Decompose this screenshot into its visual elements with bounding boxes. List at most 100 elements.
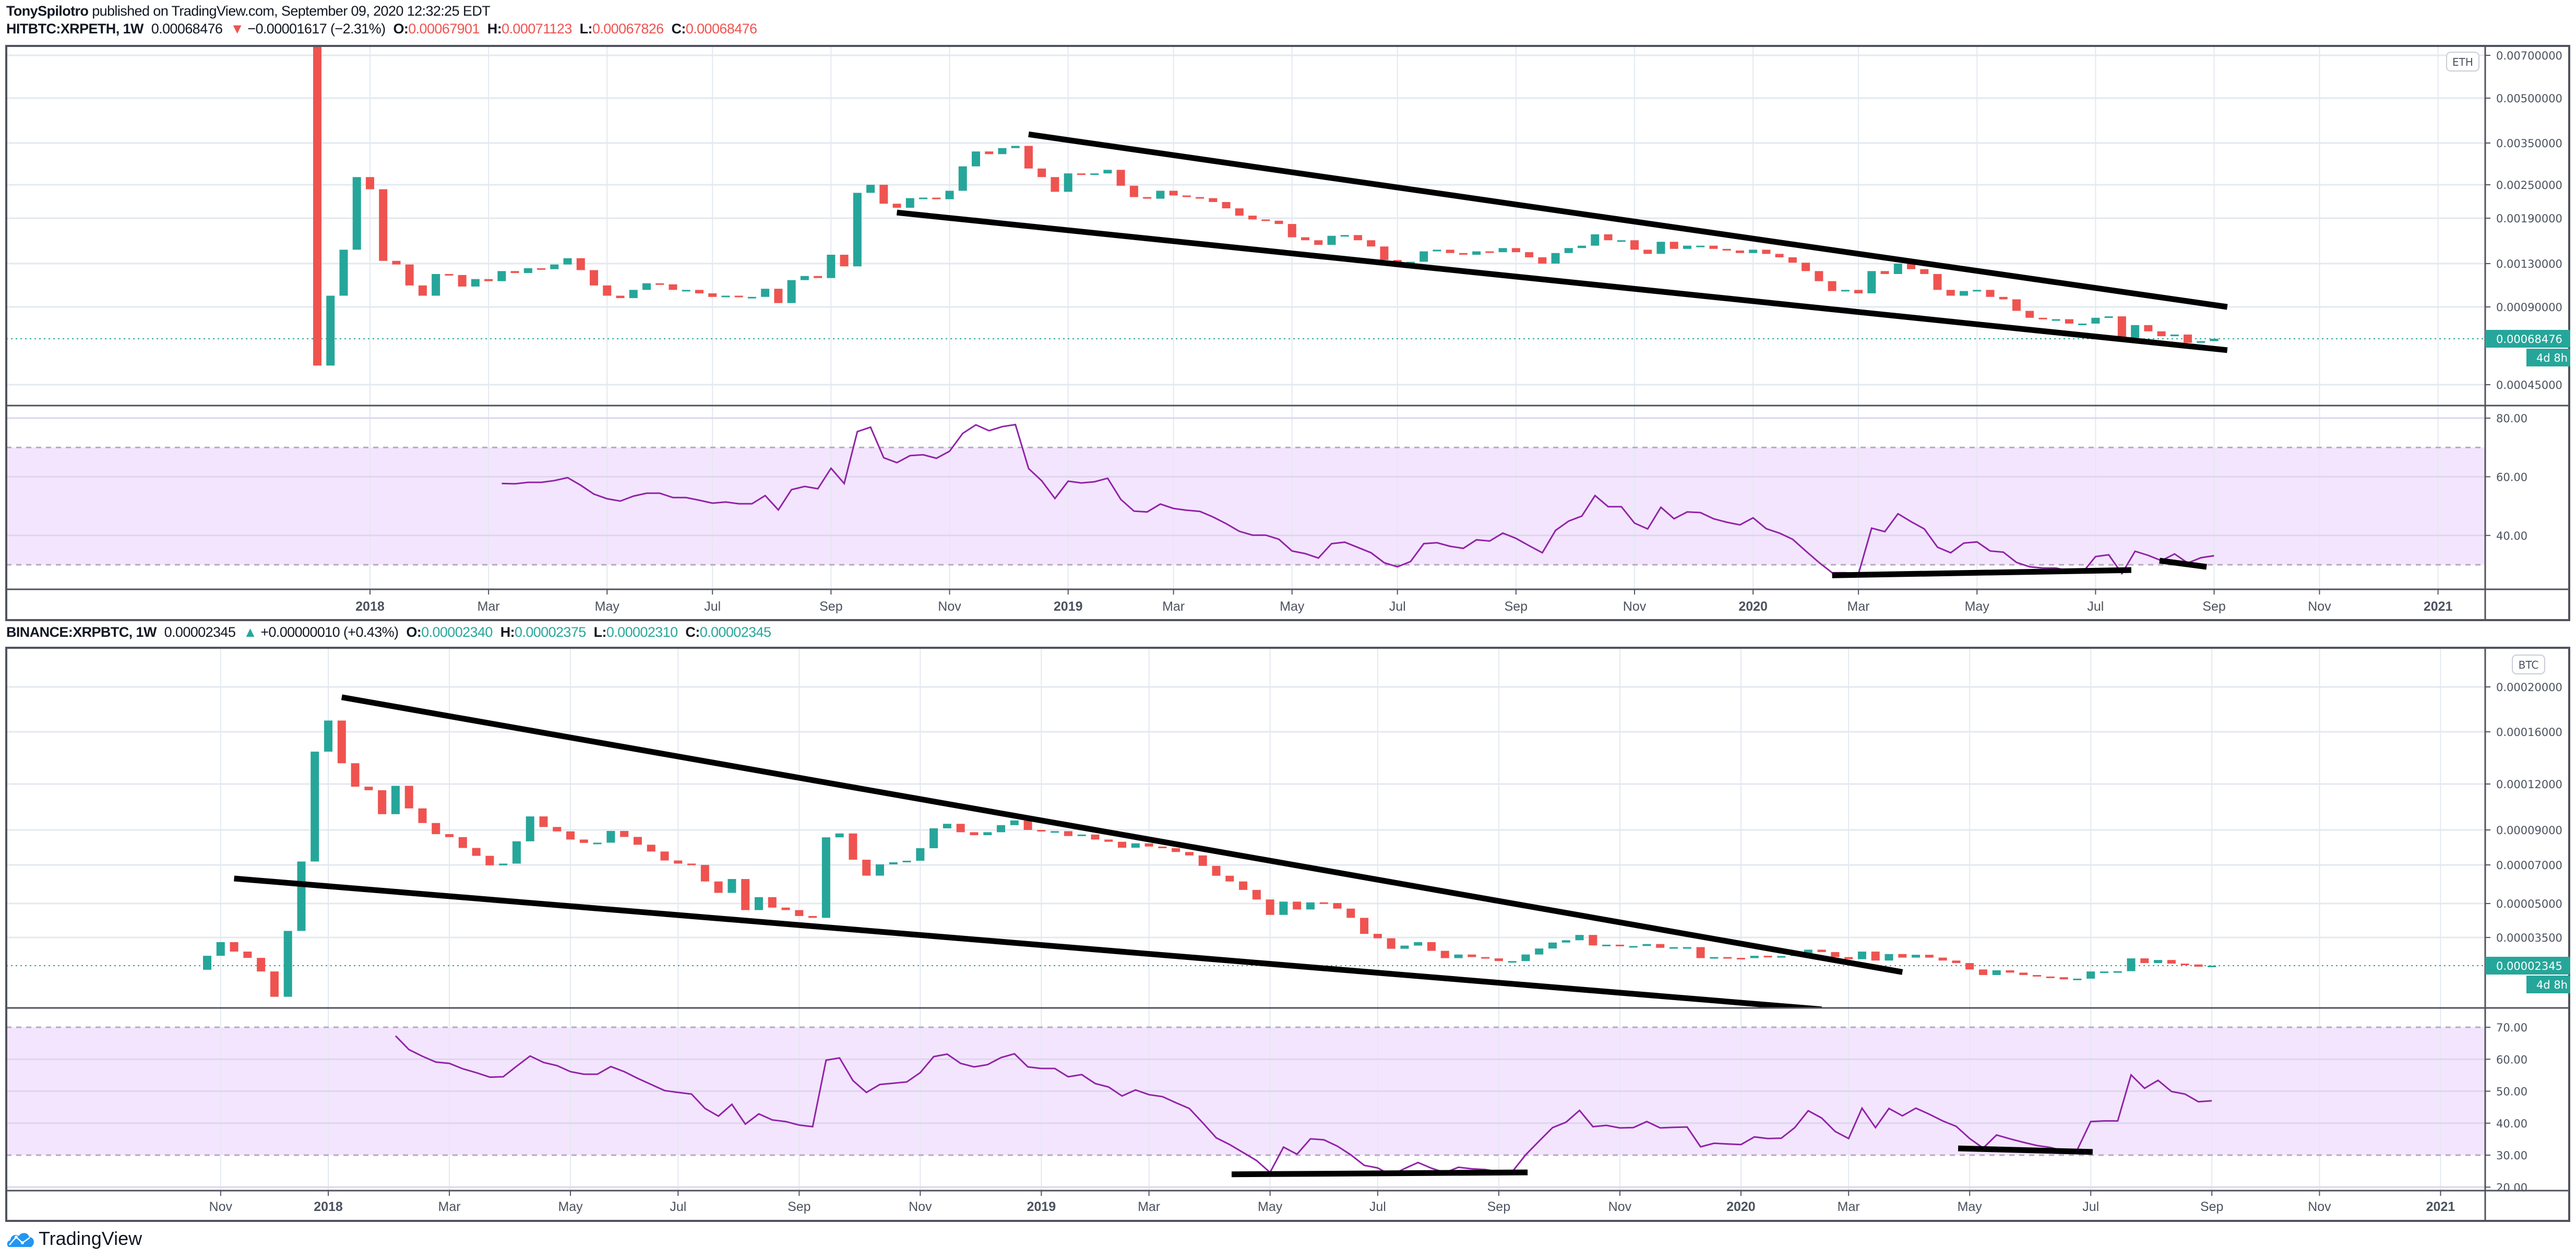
candle-down[interactable] bbox=[1589, 935, 1597, 946]
candle-down[interactable] bbox=[1077, 173, 1086, 175]
candle-down[interactable] bbox=[2180, 964, 2189, 966]
candle-up[interactable] bbox=[853, 193, 862, 267]
symbol-label[interactable]: HITBTC:XRPETH, 1W bbox=[6, 21, 144, 37]
candle-up[interactable] bbox=[998, 148, 1007, 155]
candle-down[interactable] bbox=[674, 860, 683, 864]
candle-up[interactable] bbox=[972, 151, 980, 167]
candle-up[interactable] bbox=[2113, 971, 2122, 973]
candle-down[interactable] bbox=[1763, 956, 1772, 958]
candle-down[interactable] bbox=[1844, 957, 1853, 959]
candle-down[interactable] bbox=[2012, 299, 2021, 311]
candle-down[interactable] bbox=[1198, 855, 1207, 866]
candle-up[interactable] bbox=[1642, 944, 1651, 946]
candle-down[interactable] bbox=[1735, 250, 1744, 253]
candle-down[interactable] bbox=[1287, 224, 1296, 237]
candle-down[interactable] bbox=[1037, 830, 1046, 832]
candle-up[interactable] bbox=[2091, 317, 2100, 324]
candle-down[interactable] bbox=[1723, 957, 1732, 959]
candle-down[interactable] bbox=[1736, 958, 1745, 960]
candle-down[interactable] bbox=[2033, 975, 2042, 977]
candle-down[interactable] bbox=[970, 832, 979, 836]
candle-down[interactable] bbox=[1920, 269, 1929, 274]
candle-up[interactable] bbox=[728, 879, 736, 893]
xrpbtc-chart[interactable]: Nov 2018 Mar May Jul Sep Nov 2019 Mar May Jul Sep No… bbox=[5, 647, 2570, 1222]
candle-down[interactable] bbox=[741, 879, 750, 910]
candle-up[interactable] bbox=[2197, 341, 2205, 343]
candle-down[interactable] bbox=[405, 264, 414, 286]
candle-down[interactable] bbox=[1169, 191, 1178, 196]
candle-down[interactable] bbox=[1485, 251, 1494, 253]
candle-up[interactable] bbox=[326, 295, 335, 366]
candle-up[interactable] bbox=[1077, 834, 1086, 836]
candle-up[interactable] bbox=[1696, 245, 1705, 247]
candle-up[interactable] bbox=[593, 842, 602, 845]
candle-up[interactable] bbox=[1960, 291, 1968, 296]
candle-down[interactable] bbox=[1064, 831, 1072, 836]
candle-up[interactable] bbox=[2078, 323, 2087, 325]
candle-up[interactable] bbox=[629, 290, 638, 299]
candle-up[interactable] bbox=[1498, 248, 1507, 253]
candle-up[interactable] bbox=[1669, 947, 1678, 949]
candle-up[interactable] bbox=[983, 832, 992, 836]
candle-down[interactable] bbox=[1104, 839, 1113, 842]
candle-up[interactable] bbox=[550, 264, 559, 269]
candle-up[interactable] bbox=[1629, 946, 1638, 948]
candle-down[interactable] bbox=[1854, 290, 1863, 293]
candle-down[interactable] bbox=[392, 260, 401, 265]
candle-up[interactable] bbox=[2104, 316, 2113, 318]
candle-up[interactable] bbox=[1064, 173, 1072, 192]
candle-up[interactable] bbox=[2131, 325, 2140, 338]
candle-up[interactable] bbox=[902, 861, 911, 863]
candle-down[interactable] bbox=[1293, 901, 1302, 910]
candle-down[interactable] bbox=[2006, 970, 2014, 973]
candle-up[interactable] bbox=[1857, 952, 1866, 959]
candle-down[interactable] bbox=[1314, 240, 1323, 245]
xrpeth-chart[interactable]: 2018 Mar May Jul Sep Nov 2019 Mar May Jul Sep Nov 20… bbox=[5, 45, 2570, 621]
candle-down[interactable] bbox=[1446, 250, 1454, 253]
candle-up[interactable] bbox=[958, 166, 967, 191]
candle-up[interactable] bbox=[499, 863, 508, 865]
candle-down[interactable] bbox=[1952, 960, 1961, 964]
candle-up[interactable] bbox=[497, 271, 506, 281]
candle-up[interactable] bbox=[203, 956, 211, 970]
candle-up[interactable] bbox=[1841, 290, 1850, 292]
candle-down[interactable] bbox=[1538, 257, 1547, 264]
candle-down[interactable] bbox=[458, 275, 467, 287]
candle-up[interactable] bbox=[1521, 954, 1530, 961]
candle-down[interactable] bbox=[539, 816, 548, 827]
candle-down[interactable] bbox=[1986, 290, 1995, 297]
candle-up[interactable] bbox=[1010, 820, 1019, 825]
candle-down[interactable] bbox=[1319, 902, 1328, 904]
candle-up[interactable] bbox=[1548, 942, 1557, 949]
candle-up[interactable] bbox=[526, 816, 534, 841]
candle-down[interactable] bbox=[1871, 952, 1880, 961]
rsi-trendline-drawing[interactable] bbox=[2159, 557, 2207, 570]
candle-up[interactable] bbox=[1400, 945, 1409, 949]
candle-up[interactable] bbox=[1683, 947, 1691, 949]
candle-up[interactable] bbox=[2073, 978, 2082, 980]
candle-up[interactable] bbox=[1617, 240, 1626, 242]
candle-down[interactable] bbox=[695, 290, 703, 293]
candle-up[interactable] bbox=[997, 825, 1006, 833]
candle-down[interactable] bbox=[2157, 331, 2166, 337]
candle-down[interactable] bbox=[1762, 250, 1771, 254]
candle-down[interactable] bbox=[1788, 257, 1797, 263]
candle-down[interactable] bbox=[1091, 834, 1100, 840]
candle-down[interactable] bbox=[1427, 942, 1436, 951]
candle-down[interactable] bbox=[985, 151, 994, 155]
candle-up[interactable] bbox=[1992, 970, 2001, 975]
candle-down[interactable] bbox=[603, 285, 612, 296]
candle-down[interactable] bbox=[768, 897, 777, 908]
candle-up[interactable] bbox=[297, 861, 306, 931]
candle-down[interactable] bbox=[365, 177, 374, 189]
candle-down[interactable] bbox=[814, 276, 822, 278]
candle-up[interactable] bbox=[339, 250, 348, 296]
currency-badge[interactable] bbox=[2512, 655, 2545, 674]
candle-down[interactable] bbox=[1880, 271, 1889, 274]
candle-up[interactable] bbox=[1867, 271, 1876, 293]
rsi-pane[interactable] bbox=[395, 1035, 2212, 1178]
candle-down[interactable] bbox=[781, 907, 790, 910]
trendline-drawing[interactable] bbox=[234, 875, 1822, 1009]
candle-down[interactable] bbox=[808, 916, 817, 918]
candle-down[interactable] bbox=[655, 283, 664, 285]
